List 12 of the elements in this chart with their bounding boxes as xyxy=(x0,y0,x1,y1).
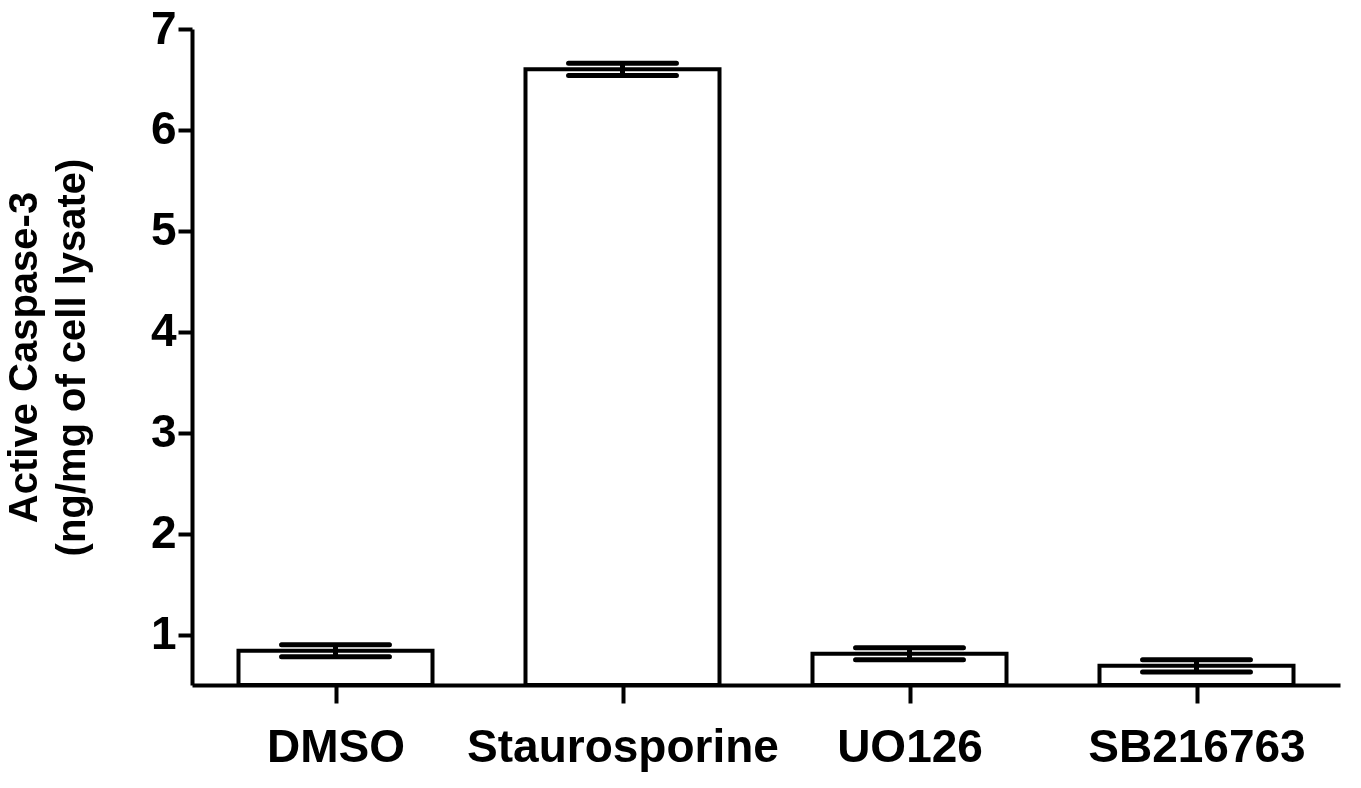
x-tick-label: Staurosporine xyxy=(467,719,779,772)
y-tick-label: 2 xyxy=(150,506,177,559)
y-tick-label: 1 xyxy=(150,607,177,660)
x-tick-label: SB216763 xyxy=(1088,719,1306,772)
x-tick-label: DMSO xyxy=(267,719,405,772)
y-tick-label: 4 xyxy=(150,304,177,357)
y-tick-label: 3 xyxy=(150,405,177,458)
y-tick-label: 6 xyxy=(150,102,177,155)
y-tick-label: 5 xyxy=(150,203,177,256)
y-axis-title: Active Caspase-3 (ng/mg of cell lysate) xyxy=(0,158,93,557)
x-tick-label: UO126 xyxy=(837,719,983,772)
y-tick-label: 7 xyxy=(150,1,177,54)
